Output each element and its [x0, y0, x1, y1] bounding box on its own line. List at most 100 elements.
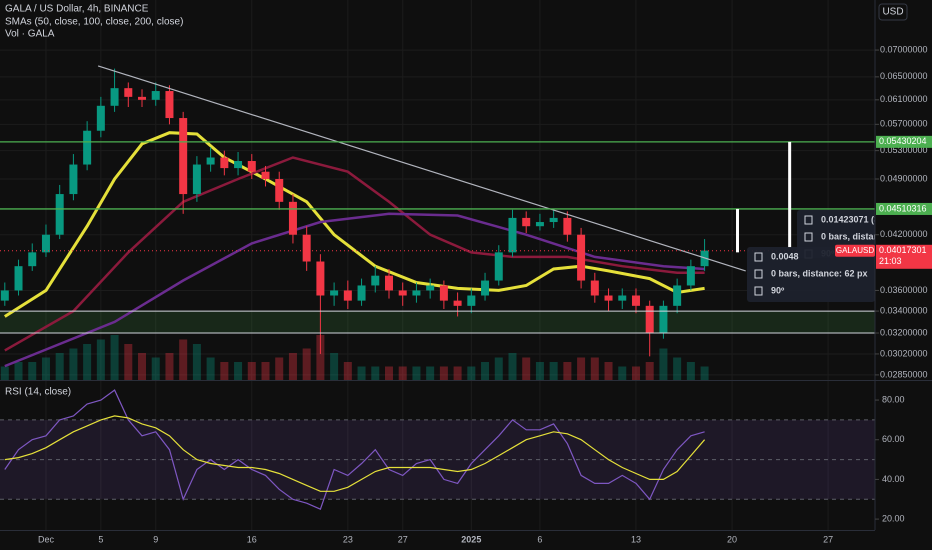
- volume-bar: [439, 366, 448, 380]
- chart-title: GALA / US Dollar, 4h, BINANCE: [5, 4, 149, 15]
- last-price-bg: [876, 244, 932, 269]
- candle-body: [206, 157, 215, 165]
- volume-bar: [467, 366, 476, 380]
- price-label-bg: [876, 202, 932, 215]
- y-tick-label: 0.04900000: [880, 173, 928, 183]
- candle-body: [110, 88, 119, 106]
- symbol-label: GALAUSD: [836, 246, 874, 255]
- x-tick-label: 27: [823, 534, 833, 544]
- candle-body: [14, 266, 23, 291]
- volume-bar: [247, 362, 256, 380]
- volume-bar: [577, 357, 586, 380]
- x-tick-label: 27: [398, 534, 408, 544]
- moving-average: [3, 131, 705, 318]
- volume-bar: [302, 348, 311, 380]
- x-tick-label: 6: [537, 534, 542, 544]
- y-tick-label: 0.03020000: [880, 348, 928, 358]
- candle-body: [138, 96, 147, 100]
- volume-bar: [0, 366, 9, 380]
- volume-bar: [288, 353, 297, 380]
- moving-average: [4, 212, 705, 368]
- candle-body: [179, 118, 188, 195]
- volume-bar: [659, 348, 668, 380]
- volume-bar: [618, 366, 627, 380]
- volume-bar: [151, 357, 160, 380]
- measure-text: 0.01423071 (35: [821, 214, 884, 224]
- candle-body: [535, 222, 544, 227]
- y-tick-label: 40.00: [882, 474, 905, 484]
- volume-bar: [124, 344, 133, 380]
- volume-bar: [220, 362, 229, 380]
- candle-body: [398, 290, 407, 296]
- volume-bar: [494, 357, 503, 380]
- currency[interactable]: USD: [882, 7, 903, 18]
- symbol-label-bg: [835, 244, 875, 257]
- volume-bar: [645, 362, 654, 380]
- x-tick-label: 16: [247, 534, 257, 544]
- volume-bar: [55, 353, 64, 380]
- candle-body: [69, 164, 78, 195]
- candle-body: [467, 295, 476, 306]
- x-tick-label: 20: [727, 534, 737, 544]
- measure-text: 90º: [771, 285, 785, 295]
- measure-icon: [804, 215, 813, 225]
- volume-bar: [371, 366, 380, 380]
- volume-bar: [700, 366, 709, 380]
- volume-bar: [234, 362, 243, 380]
- candle-body: [563, 217, 572, 235]
- candle-body: [453, 300, 462, 306]
- candle-body: [357, 285, 366, 301]
- volume-bar: [138, 353, 147, 380]
- volume-bar: [631, 366, 640, 380]
- volume-bar: [398, 366, 407, 380]
- candle-body: [302, 234, 311, 262]
- axis-labels: 0.07000000 0.06500000 0.06100000 0.05700000…: [38, 44, 932, 544]
- measure-text: 0 bars, distance: 62 px: [771, 268, 868, 278]
- candle-body: [439, 285, 448, 301]
- candle-body: [83, 130, 92, 165]
- volume-bar: [426, 366, 435, 380]
- indicator-label: SMAs (50, close, 100, close, 200, close): [5, 17, 183, 28]
- volume-bar: [41, 357, 50, 380]
- rsi-line: [4, 415, 706, 492]
- candle-body: [631, 295, 640, 306]
- y-tick-label: 0.06500000: [880, 71, 928, 81]
- y-tick-label: 0.02850000: [880, 369, 928, 379]
- measure-text: 0 bars, distance:: [821, 231, 892, 241]
- measure-box: [747, 247, 875, 302]
- y-tick-label: 0.07000000: [880, 44, 928, 54]
- volume-bar: [590, 357, 599, 380]
- y-tick-label: 60.00: [882, 434, 905, 444]
- volume-bar: [563, 362, 572, 380]
- volume-bar: [522, 357, 531, 380]
- candle-body: [604, 295, 613, 301]
- currency-button[interactable]: [878, 3, 908, 21]
- volume-bar: [275, 357, 284, 380]
- candle-body: [412, 290, 421, 296]
- volume-bar: [14, 362, 23, 380]
- y-tick-label: 0.05700000: [880, 119, 928, 129]
- volume-bar: [316, 335, 325, 380]
- x-tick-label: 23: [343, 534, 353, 544]
- countdown: 21:03: [879, 256, 902, 266]
- y-tick-label: 0.03400000: [880, 305, 928, 315]
- volume-bar: [179, 339, 188, 380]
- candle-body: [0, 290, 9, 301]
- candle-body: [192, 164, 201, 195]
- candle-body: [494, 252, 503, 281]
- candle-body: [55, 194, 64, 235]
- candle-body: [343, 290, 352, 301]
- price-label-bg: [876, 135, 932, 148]
- candle-body: [41, 234, 50, 253]
- volume-bar: [673, 357, 682, 380]
- y-tick-label: 0.05300000: [880, 145, 928, 155]
- rsi-line: [4, 389, 705, 511]
- measure-icon: [754, 252, 763, 262]
- volume-bar: [28, 362, 37, 380]
- volume-bar: [481, 362, 490, 380]
- price-axis-panel: [875, 0, 932, 550]
- measure-icon: [754, 269, 763, 279]
- x-tick-label: 9: [153, 534, 158, 544]
- candle-body: [508, 217, 517, 253]
